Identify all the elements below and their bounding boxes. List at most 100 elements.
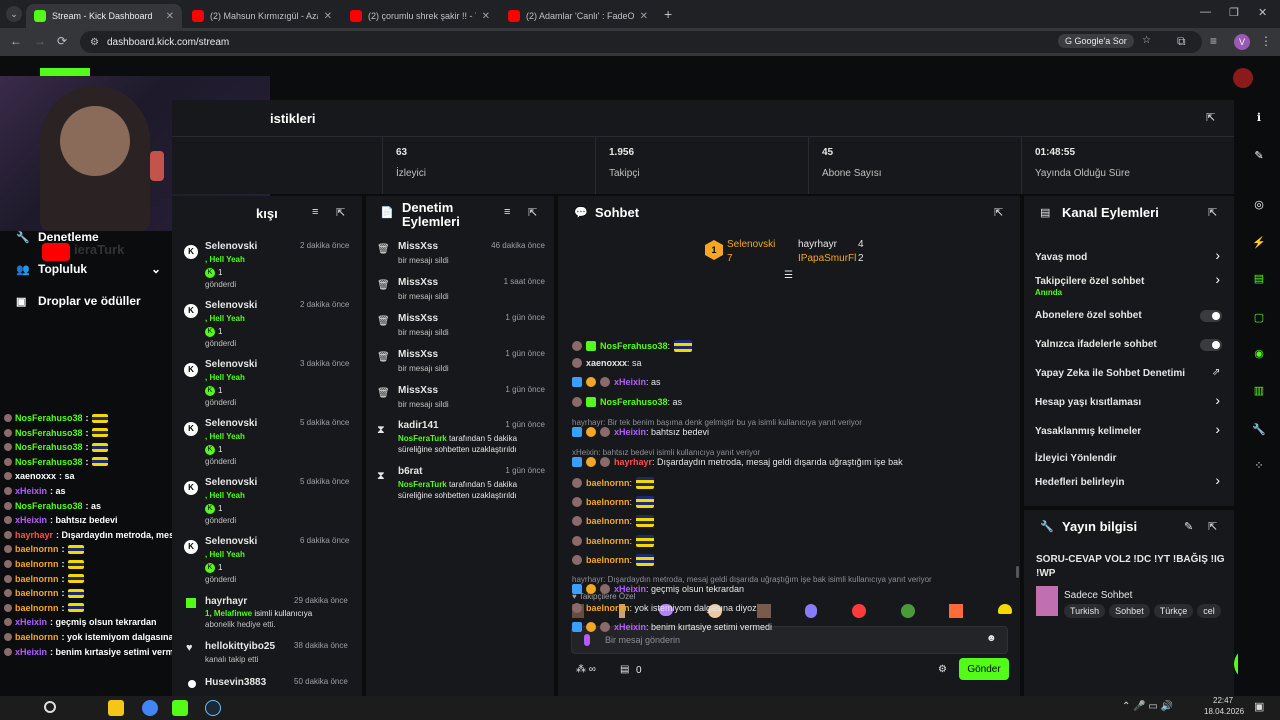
- google-ask-button[interactable]: G Google'a Sor: [1058, 34, 1134, 48]
- chat-username[interactable]: xHeixin: [614, 427, 647, 437]
- reply-indicator[interactable]: xHeixin: bahtsız bedevi isimli kullanıcı…: [572, 448, 761, 457]
- maximize-button[interactable]: ❐: [1229, 7, 1239, 19]
- tray-icons[interactable]: ⌃ 🎤 ▭ 🔊: [1122, 701, 1174, 712]
- chat-settings-icon[interactable]: ⚙: [938, 664, 947, 675]
- extensions-icon[interactable]: ⧉: [1177, 34, 1186, 48]
- browser-tab[interactable]: Stream - Kick Dashboard ✕: [26, 4, 182, 28]
- notification-icon[interactable]: ▣: [1254, 701, 1265, 713]
- leaderboard-second-name[interactable]: hayrhayr: [798, 239, 837, 250]
- browser-tab[interactable]: (2) Mahsun Kırmızıgül - Azar Az ✕: [184, 4, 340, 28]
- profile-avatar[interactable]: V: [1234, 34, 1250, 50]
- timeout-user[interactable]: kadir141: [398, 420, 439, 431]
- chat-message[interactable]: xHeixin: bahtsız bedevi: [572, 427, 709, 437]
- chat-username[interactable]: xHeixin: [614, 377, 647, 387]
- kick-logo[interactable]: [40, 68, 90, 78]
- chevron-right-icon[interactable]: ›: [1215, 247, 1220, 263]
- send-button[interactable]: Gönder: [959, 658, 1009, 680]
- mod-user[interactable]: MissXss: [398, 277, 439, 288]
- chat-bubble-icon[interactable]: ▢: [1253, 311, 1265, 324]
- chat-message[interactable]: baelnornn:: [572, 535, 655, 547]
- emote-5[interactable]: [756, 604, 771, 618]
- channel-action-label[interactable]: Takipçilere özel sohbet: [1035, 276, 1145, 287]
- channel-action-label[interactable]: Yavaş mod: [1035, 252, 1088, 263]
- stats-popout-icon[interactable]: ⇱: [1206, 112, 1216, 124]
- bookmark-star-icon[interactable]: ☆: [1142, 35, 1151, 46]
- emote-4[interactable]: [707, 604, 722, 618]
- activity-user[interactable]: Selenovski: [205, 536, 258, 547]
- leaderboard-third-name[interactable]: IPapaSmurFl: [798, 253, 857, 264]
- tab-close-icon[interactable]: ✕: [165, 10, 174, 22]
- wrench-icon[interactable]: 🔧: [1252, 423, 1266, 436]
- reply-indicator[interactable]: hayrhayr: Dışardaydın metroda, mesaj gel…: [572, 575, 932, 584]
- filter-icon[interactable]: ≡: [312, 206, 319, 218]
- toggle-switch[interactable]: [1200, 339, 1222, 351]
- timeout-by[interactable]: NosFeraTurk: [398, 480, 447, 489]
- channel-action-label[interactable]: Yalnızca ifadelerle sohbet: [1035, 339, 1157, 350]
- channel-action-label[interactable]: Hesap yaşı kısıtlaması: [1035, 397, 1142, 408]
- address-bar[interactable]: ⚙ dashboard.kick.com/stream G Google'a S…: [80, 31, 1202, 53]
- back-icon[interactable]: ←: [10, 34, 22, 48]
- pen-icon[interactable]: ✎: [1254, 149, 1264, 162]
- emoji-icon[interactable]: ☻: [986, 633, 997, 644]
- clock-time[interactable]: 22:47: [1213, 696, 1234, 705]
- emote-10[interactable]: [997, 604, 1012, 614]
- focus-icon[interactable]: ◎: [1254, 198, 1264, 211]
- broadcast-icon[interactable]: ◉: [1254, 347, 1264, 360]
- chat-username[interactable]: NosFerahuso38: [600, 397, 668, 407]
- menu-icon[interactable]: ⋮: [1260, 34, 1272, 48]
- info-icon[interactable]: ℹ: [1256, 111, 1262, 124]
- media-icon[interactable]: ≡: [1210, 34, 1218, 48]
- stream-tag[interactable]: Sohbet: [1109, 604, 1150, 618]
- document-icon[interactable]: ▤: [1253, 272, 1265, 285]
- apps-icon[interactable]: ⁘: [1254, 459, 1264, 472]
- emote-3[interactable]: [659, 604, 674, 616]
- lightning-icon[interactable]: ⚡: [1252, 236, 1266, 249]
- channel-points-icon[interactable]: ⁂ ∞: [576, 664, 596, 675]
- chat-message[interactable]: hayrhayr: Dışardaydın metroda, mesaj gel…: [572, 457, 903, 467]
- chat-username[interactable]: baelnornn: [586, 478, 630, 488]
- sidebar-item[interactable]: 👥 Topluluk ⌄: [16, 260, 161, 278]
- chat-username[interactable]: baelnornn: [586, 536, 630, 546]
- toggle-switch[interactable]: [1200, 310, 1222, 322]
- moderation-filter-icon[interactable]: ≡: [504, 206, 511, 218]
- chat-message[interactable]: xHeixin: benim kırtasiye setimi vermedi: [572, 622, 772, 632]
- timeout-user[interactable]: b6rat: [398, 466, 423, 477]
- chat-gift-icon[interactable]: ▤: [620, 664, 630, 675]
- chat-popout-icon[interactable]: ⇱: [994, 207, 1004, 219]
- stream-tag[interactable]: Turkish: [1064, 604, 1106, 618]
- sidebar-item[interactable]: ▣ Droplar ve ödüller: [16, 292, 161, 310]
- site-info-icon[interactable]: ⚙: [90, 36, 99, 48]
- chat-scrollbar[interactable]: [1016, 566, 1019, 578]
- new-tab-button[interactable]: +: [664, 6, 673, 22]
- clock-date[interactable]: 18.04.2026: [1204, 707, 1245, 716]
- chat-message[interactable]: baelnornn:: [572, 477, 655, 489]
- chat-message[interactable]: xHeixin: as: [572, 377, 661, 387]
- chat-username[interactable]: xaenoxxx: [586, 358, 628, 368]
- gift-recipient[interactable]: 1, Melafinwe: [205, 609, 253, 618]
- external-link-icon[interactable]: ⇗: [1212, 367, 1221, 378]
- chat-username[interactable]: xHeixin: [614, 584, 647, 594]
- stream-tag[interactable]: Türkçe: [1153, 604, 1194, 618]
- reload-icon[interactable]: ⟳: [57, 34, 68, 48]
- chevron-right-icon[interactable]: ›: [1215, 421, 1220, 437]
- activity-user[interactable]: Selenovski: [205, 359, 258, 370]
- tab-close-icon[interactable]: ✕: [481, 10, 490, 22]
- close-window-button[interactable]: ✕: [1258, 7, 1268, 19]
- taskbar-steam[interactable]: [205, 700, 221, 716]
- activity-popout-icon[interactable]: ⇱: [336, 207, 346, 219]
- chat-username[interactable]: baelnornn: [586, 516, 630, 526]
- edit-icon[interactable]: ✎: [1184, 521, 1194, 533]
- leaderboard-first-name[interactable]: Selenovski: [727, 239, 776, 250]
- chat-username[interactable]: xHeixin: [614, 622, 647, 632]
- minimize-button[interactable]: —: [1200, 6, 1211, 18]
- emote-6[interactable]: [805, 604, 818, 618]
- channel-action-label[interactable]: Hedefleri belirleyin: [1035, 477, 1125, 488]
- taskbar-app-3[interactable]: [172, 700, 188, 716]
- channel-action-label[interactable]: Abonelere özel sohbet: [1035, 310, 1142, 321]
- browser-tab[interactable]: (2) çorumlu shrek şakir !! - YouT ✕: [342, 4, 498, 28]
- chat-username[interactable]: hayrhayr: [614, 457, 653, 467]
- chat-message[interactable]: xHeixin: geçmiş olsun tekrardan: [572, 584, 744, 594]
- channel-action-label[interactable]: Yasaklanmış kelimeler: [1035, 426, 1142, 437]
- chat-username[interactable]: baelnornn: [586, 497, 630, 507]
- timeout-by[interactable]: NosFeraTurk: [398, 434, 447, 443]
